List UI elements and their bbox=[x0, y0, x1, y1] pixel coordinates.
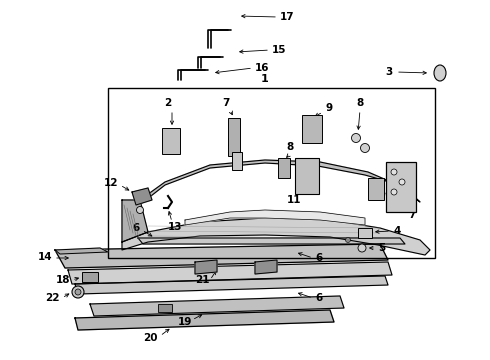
Text: 9: 9 bbox=[325, 103, 332, 113]
Polygon shape bbox=[122, 200, 148, 242]
Bar bbox=[158, 304, 172, 312]
Polygon shape bbox=[55, 244, 388, 268]
Bar bbox=[232, 152, 242, 170]
Polygon shape bbox=[185, 210, 365, 225]
Bar bbox=[278, 158, 290, 178]
Circle shape bbox=[351, 134, 361, 143]
Bar bbox=[295, 158, 319, 194]
Polygon shape bbox=[255, 260, 277, 274]
Text: 11: 11 bbox=[287, 195, 301, 205]
Bar bbox=[108, 88, 435, 258]
Bar bbox=[228, 118, 240, 156]
Polygon shape bbox=[90, 296, 344, 316]
Polygon shape bbox=[140, 160, 420, 203]
Text: 6: 6 bbox=[315, 253, 322, 263]
Text: 8: 8 bbox=[356, 98, 364, 108]
Polygon shape bbox=[122, 218, 430, 255]
Text: 1: 1 bbox=[261, 74, 269, 84]
Text: 22: 22 bbox=[46, 293, 60, 303]
Text: 8: 8 bbox=[286, 142, 294, 152]
Circle shape bbox=[391, 169, 397, 175]
Bar bbox=[162, 128, 180, 154]
Text: 6: 6 bbox=[315, 293, 322, 303]
Text: 10: 10 bbox=[227, 138, 241, 148]
Bar bbox=[368, 178, 384, 200]
Bar bbox=[386, 162, 416, 212]
Text: 3: 3 bbox=[386, 67, 393, 77]
Bar bbox=[302, 115, 322, 143]
Text: 14: 14 bbox=[37, 252, 52, 262]
Text: 15: 15 bbox=[272, 45, 287, 55]
Text: 17: 17 bbox=[280, 12, 294, 22]
Text: 20: 20 bbox=[144, 333, 158, 343]
Polygon shape bbox=[138, 238, 405, 244]
Polygon shape bbox=[195, 260, 217, 274]
Circle shape bbox=[345, 238, 350, 243]
Text: 21: 21 bbox=[196, 275, 210, 285]
Text: 5: 5 bbox=[378, 243, 385, 253]
Circle shape bbox=[75, 289, 81, 295]
Text: 7: 7 bbox=[408, 210, 416, 220]
Text: 2: 2 bbox=[164, 98, 171, 108]
Circle shape bbox=[391, 189, 397, 195]
Text: 7: 7 bbox=[222, 98, 230, 108]
Text: 19: 19 bbox=[178, 317, 192, 327]
Circle shape bbox=[358, 244, 366, 252]
Circle shape bbox=[399, 179, 405, 185]
Text: 12: 12 bbox=[103, 178, 118, 188]
Polygon shape bbox=[55, 248, 108, 254]
Text: 10: 10 bbox=[393, 197, 408, 207]
Circle shape bbox=[72, 286, 84, 298]
Text: 4: 4 bbox=[393, 226, 400, 236]
Text: 16: 16 bbox=[255, 63, 270, 73]
Polygon shape bbox=[132, 188, 152, 205]
Ellipse shape bbox=[434, 65, 446, 81]
Text: 13: 13 bbox=[168, 222, 182, 232]
Polygon shape bbox=[75, 276, 388, 294]
Polygon shape bbox=[75, 310, 334, 330]
Polygon shape bbox=[68, 262, 392, 284]
Circle shape bbox=[137, 207, 144, 213]
Bar bbox=[358, 228, 372, 238]
Bar bbox=[82, 272, 98, 282]
Circle shape bbox=[361, 144, 369, 153]
Text: 6: 6 bbox=[133, 223, 140, 233]
Text: 18: 18 bbox=[55, 275, 70, 285]
